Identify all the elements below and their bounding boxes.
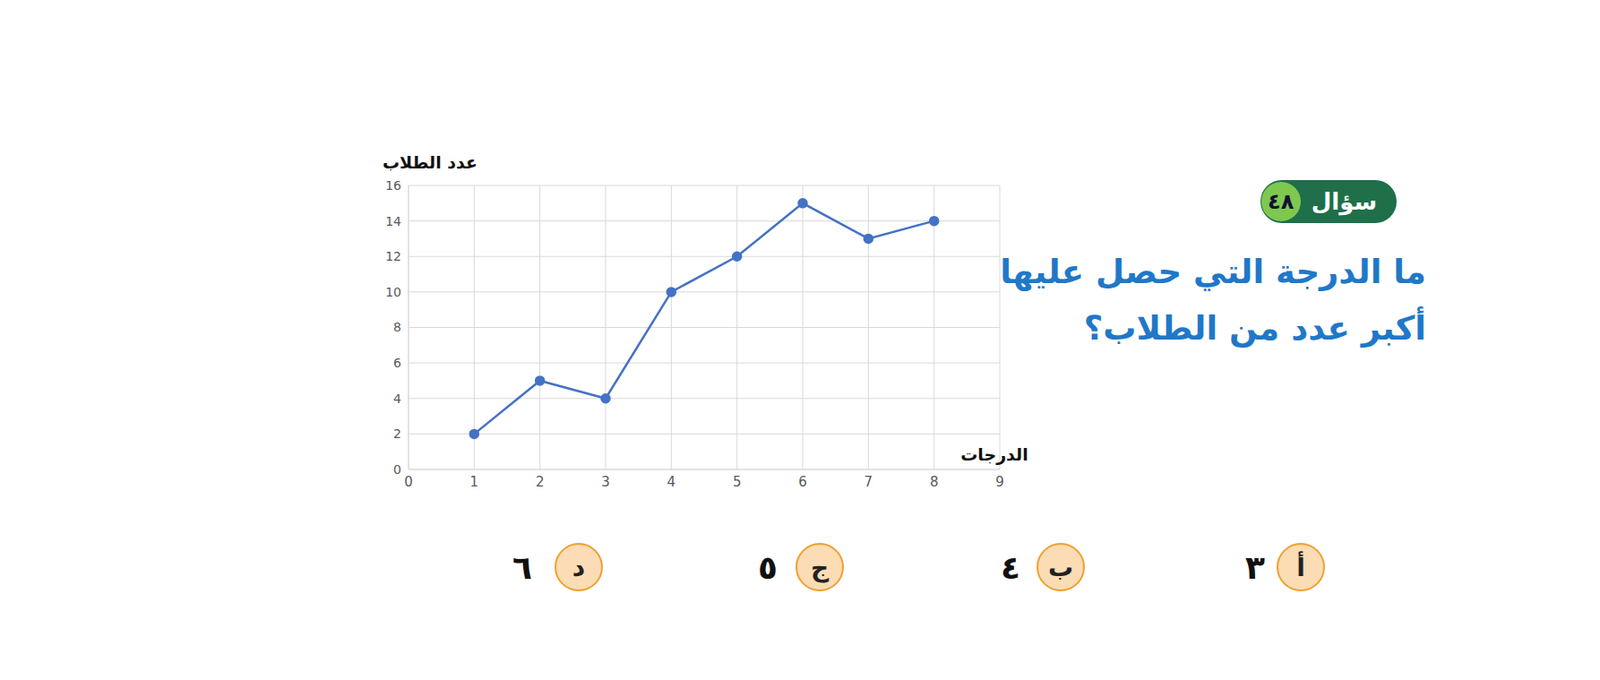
svg-text:5: 5 bbox=[732, 473, 742, 491]
html-text:أ: أ bbox=[1296, 552, 1306, 582]
svg-text:8: 8 bbox=[393, 319, 402, 335]
html-text:٥: ٥ bbox=[757, 548, 778, 586]
html-text:ب: ب bbox=[1048, 552, 1074, 582]
svg-text:3: 3 bbox=[601, 473, 611, 491]
svg-text:4: 4 bbox=[393, 391, 402, 406]
svg-text:2: 2 bbox=[393, 426, 402, 441]
svg-text:10: 10 bbox=[385, 284, 402, 300]
svg-text:6: 6 bbox=[393, 355, 402, 370]
html-text:٤٨: ٤٨ bbox=[1267, 189, 1294, 215]
svg-text:1: 1 bbox=[470, 473, 480, 491]
svg-text:0: 0 bbox=[393, 462, 402, 477]
html-text:ما الدرجة التي حصل عليها: ما الدرجة التي حصل عليها bbox=[1000, 252, 1427, 292]
html-text:٣: ٣ bbox=[1245, 548, 1265, 586]
svg-text:8: 8 bbox=[929, 473, 939, 491]
svg-text:2: 2 bbox=[535, 473, 545, 491]
svg-text:4: 4 bbox=[667, 473, 677, 491]
html-text:٦: ٦ bbox=[512, 548, 533, 586]
svg-text:7: 7 bbox=[864, 473, 874, 491]
html-text:٤: ٤ bbox=[1000, 548, 1021, 586]
html-text:سؤال: سؤال bbox=[1311, 188, 1377, 216]
svg-text:16: 16 bbox=[385, 178, 402, 193]
html-text:ج: ج bbox=[810, 552, 829, 582]
svg-text:12: 12 bbox=[385, 249, 402, 264]
svg-text:0: 0 bbox=[404, 473, 413, 491]
html-text:الدرجات: الدرجات bbox=[960, 444, 1029, 465]
svg-text:6: 6 bbox=[798, 473, 808, 491]
svg-text:9: 9 bbox=[995, 473, 1005, 491]
html-text:د: د bbox=[572, 552, 586, 582]
svg-text:14: 14 bbox=[385, 214, 402, 229]
html-text:أكبر عدد من الطلاب؟: أكبر عدد من الطلاب؟ bbox=[1083, 309, 1427, 348]
html-text:عدد الطلاب: عدد الطلاب bbox=[382, 152, 478, 173]
